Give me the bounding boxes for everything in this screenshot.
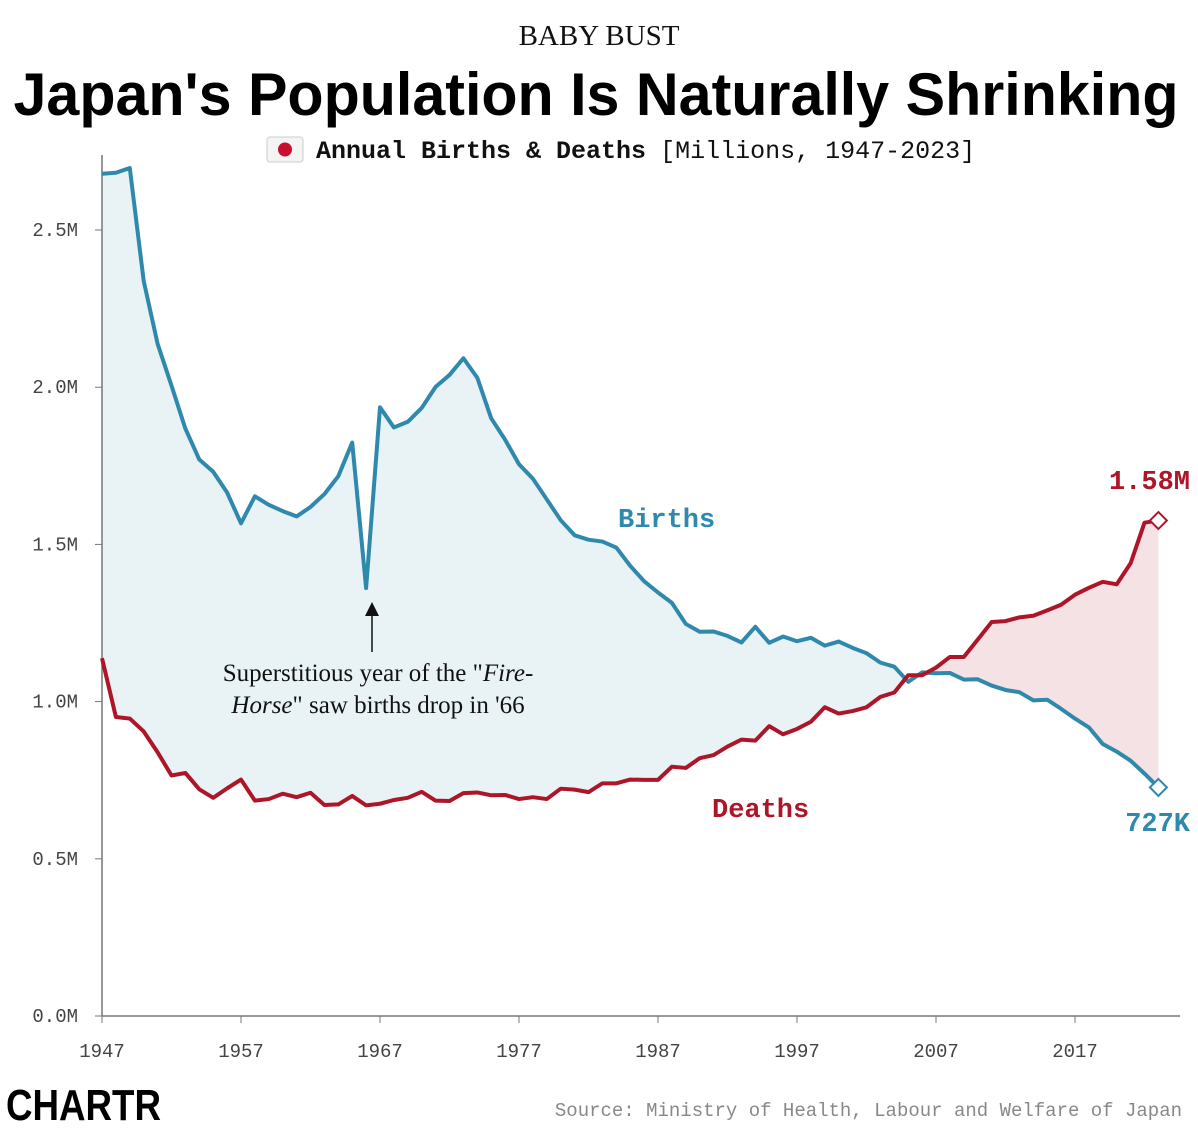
x-tick-label: 1957: [218, 1041, 264, 1063]
x-tick-label: 1947: [79, 1041, 125, 1063]
japan-flag-icon: [266, 136, 304, 163]
y-tick-label: 1.0M: [32, 692, 78, 714]
y-tick-label: 1.5M: [32, 534, 78, 556]
x-tick-label: 2007: [913, 1041, 959, 1063]
deaths-line: [100, 518, 1159, 808]
x-tick-label: 1987: [635, 1041, 681, 1063]
page-title: Japan's Population Is Naturally Shrinkin…: [14, 61, 1179, 128]
deaths-end-label: 1.58M: [1109, 468, 1190, 498]
chartr-logo: CHARTR: [6, 1081, 161, 1129]
x-tick-label: 1967: [357, 1041, 403, 1063]
y-tick-label: 0.0M: [32, 1006, 78, 1028]
births-end-marker: [1148, 777, 1169, 798]
source-note: Source: Ministry of Health, Labour and W…: [555, 1100, 1182, 1122]
annotation-line-1: Superstitious year of the "Fire-: [223, 660, 534, 687]
births-end-label: 727K: [1125, 810, 1191, 840]
subtitle: Annual Births & Deaths [Millions, 1947-2…: [316, 137, 975, 166]
births-line: [101, 166, 1160, 789]
deaths-end-marker: [1148, 510, 1169, 531]
deaths-label: Deaths: [712, 796, 809, 826]
y-tick-label: 2.5M: [32, 220, 78, 242]
x-tick-label: 1997: [774, 1041, 820, 1063]
births-surplus-area: [102, 168, 927, 806]
fire-horse-annotation: Superstitious year of the "Fire- Horse" …: [223, 602, 534, 719]
subtitle-main: Annual Births & Deaths: [316, 137, 646, 166]
y-tick-label: 2.0M: [32, 377, 78, 399]
deaths-surplus-area: [926, 520, 1159, 788]
births-label: Births: [618, 506, 715, 536]
subtitle-units: [Millions, 1947-2023]: [660, 137, 975, 166]
kicker: BABY BUST: [519, 20, 680, 52]
x-tick-label: 1977: [496, 1041, 542, 1063]
arrow-up-icon: [365, 602, 379, 616]
y-tick-label: 0.5M: [32, 849, 78, 871]
annotation-line-2: Horse" saw births drop in '66: [230, 692, 524, 719]
x-tick-label: 2017: [1052, 1041, 1098, 1063]
